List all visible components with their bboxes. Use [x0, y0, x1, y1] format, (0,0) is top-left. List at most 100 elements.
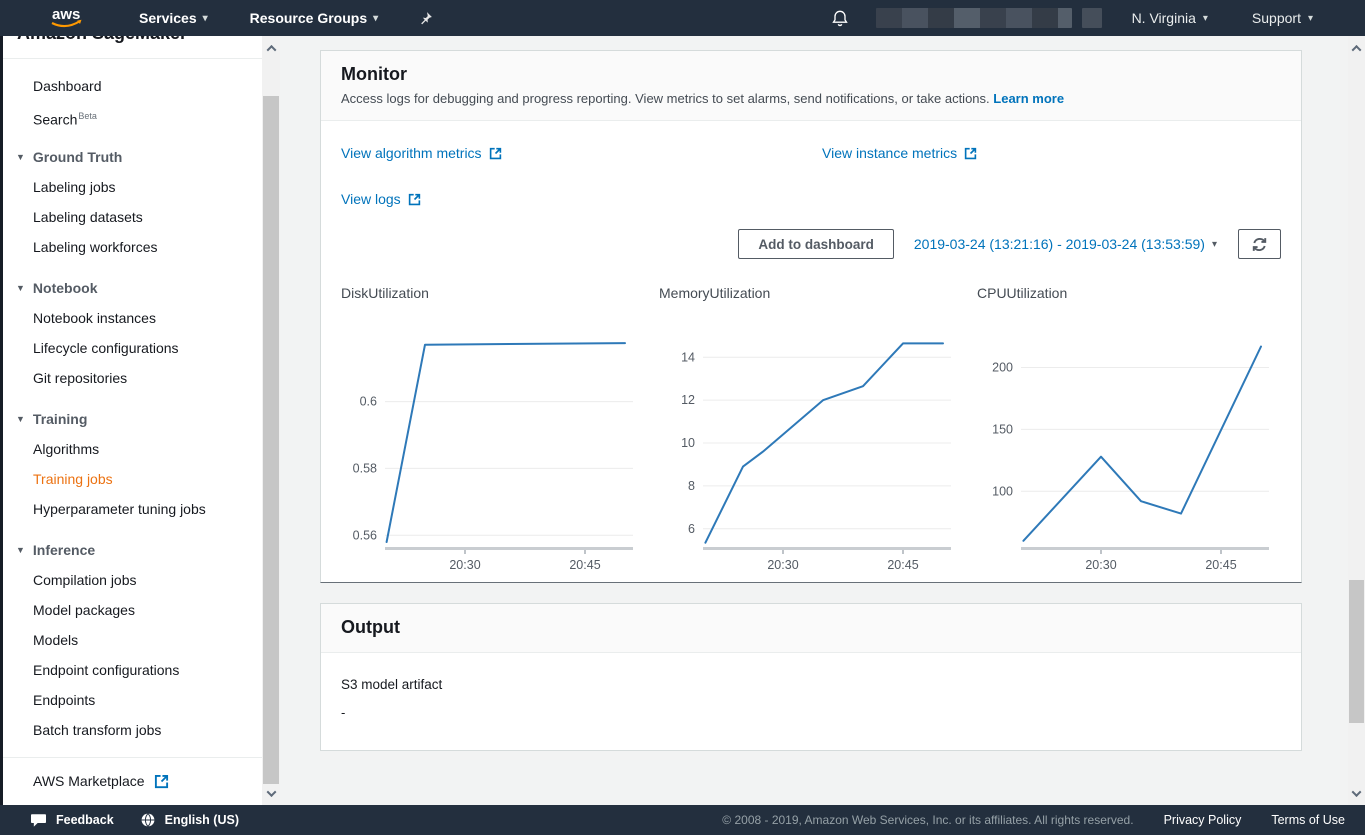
chart-plot-diskutilization: 0.56 0.58 0.6 20:30 20:45 [353, 342, 633, 572]
sidebar-item-lifecycle-configurations[interactable]: Lifecycle configurations [3, 333, 262, 363]
sidebar-section-inference[interactable]: ▼ Inference [3, 535, 262, 565]
sidebar-item-batch-transform-jobs[interactable]: Batch transform jobs [3, 715, 262, 745]
sidebar-section-label: Ground Truth [32, 149, 123, 165]
chart-diskutilization: DiskUtilization 0.56 0.58 0.6 20:30 20:45 [341, 285, 659, 582]
bell-icon [831, 10, 848, 27]
x-tick-label: 20:45 [1205, 558, 1236, 572]
y-tick-label: 0.6 [360, 395, 377, 409]
sidebar-item-aws-marketplace[interactable]: AWS Marketplace [3, 758, 262, 789]
sidebar-item-models[interactable]: Models [3, 625, 262, 655]
privacy-policy-link[interactable]: Privacy Policy [1163, 813, 1242, 827]
link-label: View instance metrics [822, 145, 958, 161]
sidebar-divider [3, 58, 262, 59]
sidebar-item-search[interactable]: SearchBeta [3, 101, 262, 131]
sidebar-item-dashboard[interactable]: Dashboard [3, 71, 262, 101]
sidebar-item-label: Git repositories [33, 370, 128, 386]
sidebar-item-label: Lifecycle configurations [33, 340, 179, 356]
sidebar-section-training[interactable]: ▼ Training [3, 404, 262, 434]
page-scrollbar-thumb[interactable] [1349, 580, 1364, 723]
sidebar-item-training-jobs[interactable]: Training jobs [3, 464, 262, 494]
terms-of-use-link[interactable]: Terms of Use [1271, 813, 1345, 827]
nav-resource-groups[interactable]: Resource Groups ▾ [246, 0, 383, 36]
x-axis-line [1021, 547, 1269, 550]
chart-cpuutilization: CPUUtilization 100 150 200 20:30 20:45 [977, 285, 1295, 582]
sidebar-item-label: Compilation jobs [33, 572, 137, 588]
top-navigation-bar: aws Services ▾ Resource Groups ▾ [0, 0, 1365, 36]
y-tick-label: 12 [681, 393, 695, 407]
nav-region-selector[interactable]: N. Virginia ▾ [1132, 10, 1208, 26]
chart-title-memoryutilization: MemoryUtilization [659, 285, 771, 301]
add-to-dashboard-button[interactable]: Add to dashboard [738, 229, 894, 259]
y-tick-label: 200 [992, 361, 1013, 375]
sidebar-section-label: Training [32, 411, 88, 427]
aws-marketplace-label: AWS Marketplace [33, 773, 145, 789]
sidebar-item-hyperparameter-tuning-jobs[interactable]: Hyperparameter tuning jobs [3, 494, 262, 524]
globe-icon [141, 813, 155, 827]
sidebar-item-labeling-datasets[interactable]: Labeling datasets [3, 202, 262, 232]
refresh-button[interactable] [1238, 229, 1281, 259]
date-range-selector[interactable]: 2019-03-24 (13:21:16) - 2019-03-24 (13:5… [914, 236, 1217, 252]
page-scrollbar[interactable] [1348, 36, 1365, 805]
sidebar-item-compilation-jobs[interactable]: Compilation jobs [3, 565, 262, 595]
scroll-up-button[interactable] [262, 40, 280, 56]
sidebar-item-labeling-jobs[interactable]: Labeling jobs [3, 172, 262, 202]
pin-icon [421, 11, 433, 24]
sidebar-scrollbar-thumb[interactable] [263, 96, 279, 784]
sagemaker-sidebar: Amazon SageMaker Dashboard SearchBeta ▼ Gro… [3, 36, 262, 805]
triangle-collapse-icon: ▼ [16, 414, 25, 424]
triangle-collapse-icon: ▼ [16, 152, 25, 162]
sidebar-item-model-packages[interactable]: Model packages [3, 595, 262, 625]
view-algorithm-metrics-link[interactable]: View algorithm metrics [341, 145, 822, 161]
redacted-account-name [875, 8, 1072, 28]
feedback-label: Feedback [56, 813, 114, 827]
scroll-down-button[interactable] [262, 785, 280, 801]
sidebar-item-label: Batch transform jobs [33, 722, 162, 738]
triangle-collapse-icon: ▼ [16, 545, 25, 555]
sidebar-item-notebook-instances[interactable]: Notebook instances [3, 303, 262, 333]
output-header: Output [321, 604, 1301, 653]
sidebar-item-endpoints[interactable]: Endpoints [3, 685, 262, 715]
language-selector[interactable]: English (US) [140, 812, 239, 828]
chevron-down-icon: ▾ [202, 12, 208, 24]
sidebar-section-notebook[interactable]: ▼ Notebook [3, 273, 262, 303]
learn-more-link[interactable]: Learn more [993, 91, 1065, 106]
chevron-down-icon: ▾ [1211, 238, 1217, 250]
x-tick-label: 20:30 [1085, 558, 1116, 572]
aws-logo[interactable]: aws [47, 5, 87, 31]
x-tick-mark [584, 550, 586, 554]
notifications-button[interactable] [830, 7, 850, 29]
sidebar-section-label: Notebook [32, 280, 98, 296]
sidebar-item-label: Model packages [33, 602, 135, 618]
chevron-down-icon: ▾ [1202, 12, 1208, 24]
sidebar-title-clipped: Amazon SageMaker [3, 36, 262, 46]
monitor-title: Monitor [341, 64, 407, 84]
view-instance-metrics-link[interactable]: View instance metrics [822, 145, 1281, 161]
pin-shortcut-button[interactable] [418, 11, 433, 26]
sidebar-scrollbar[interactable] [262, 36, 280, 805]
y-tick-label: 0.58 [353, 461, 377, 475]
monitor-description-text: Access logs for debugging and progress r… [341, 91, 990, 106]
y-tick-label: 14 [681, 350, 695, 364]
sidebar-item-label: Search [33, 111, 78, 128]
metric-line-series [385, 342, 626, 543]
triangle-collapse-icon: ▼ [16, 283, 25, 293]
sidebar-divider [3, 757, 262, 758]
feedback-button[interactable]: Feedback [30, 813, 114, 828]
s3-model-artifact-value: - [341, 705, 346, 720]
metric-line-series [704, 342, 944, 544]
sidebar-item-labeling-workforces[interactable]: Labeling workforces [3, 232, 262, 262]
view-logs-link[interactable]: View logs [341, 191, 822, 207]
x-axis-line [385, 547, 633, 550]
copyright-text: © 2008 - 2019, Amazon Web Services, Inc.… [722, 813, 1134, 827]
nav-services[interactable]: Services ▾ [135, 0, 212, 36]
sidebar-item-endpoint-configurations[interactable]: Endpoint configurations [3, 655, 262, 685]
sidebar-item-algorithms[interactable]: Algorithms [3, 434, 262, 464]
sidebar-item-label: Endpoint configurations [33, 662, 180, 678]
scroll-down-button[interactable] [1348, 785, 1365, 801]
nav-support-menu[interactable]: Support ▾ [1252, 10, 1313, 26]
nav-region-label: N. Virginia [1131, 10, 1196, 26]
sidebar-item-git-repositories[interactable]: Git repositories [3, 363, 262, 393]
sidebar-section-ground-truth[interactable]: ▼ Ground Truth [3, 142, 262, 172]
y-tick-label: 0.56 [353, 528, 377, 542]
scroll-up-button[interactable] [1348, 40, 1365, 56]
